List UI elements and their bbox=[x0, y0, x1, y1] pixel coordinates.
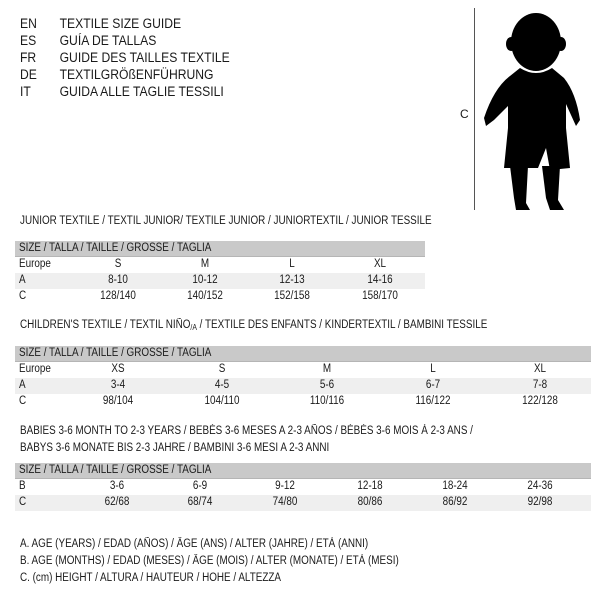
row-label: C bbox=[19, 290, 27, 302]
language-code: IT bbox=[20, 84, 31, 99]
junior-title: JUNIOR TEXTILE / TEXTIL JUNIOR/ TEXTILE … bbox=[20, 215, 432, 227]
table-row: A 3-4 4-5 5-6 6-7 7-8 bbox=[15, 378, 591, 394]
table-cell: M bbox=[200, 258, 210, 270]
table-row: B 3-6 6-9 9-12 12-18 18-24 24-36 bbox=[15, 479, 591, 495]
language-line: EN TEXTILE SIZE GUIDE bbox=[20, 16, 181, 31]
table-cell: 128/140 bbox=[100, 290, 136, 302]
table-cell: 18-24 bbox=[442, 480, 468, 492]
table-cell: 8-10 bbox=[108, 274, 128, 286]
table-cell: 12-13 bbox=[279, 274, 305, 286]
header-label: SIZE / TALLA / TAILLE / GRÖSSE / TAGLIA bbox=[19, 464, 212, 476]
table-row: C 62/68 68/74 74/80 80/86 86/92 92/98 bbox=[15, 495, 591, 511]
language-title: TEXTILE SIZE GUIDE bbox=[59, 16, 182, 31]
table-row: Europe S M L XL bbox=[15, 257, 425, 273]
table-cell: XL bbox=[373, 258, 387, 270]
row-label: A bbox=[19, 379, 26, 391]
table-cell: 14-16 bbox=[367, 274, 393, 286]
child-silhouette-icon bbox=[484, 13, 580, 210]
table-cell: 104/110 bbox=[204, 395, 240, 407]
table-cell: 110/116 bbox=[309, 395, 345, 407]
header-label: SIZE / TALLA / TAILLE / GRÖSSE / TAGLIA bbox=[19, 242, 212, 254]
children-title-sub: /A bbox=[190, 323, 197, 332]
language-title: TEXTILGRÖßENFÜHRUNG bbox=[59, 67, 214, 82]
table-header: SIZE / TALLA / TAILLE / GRÖSSE / TAGLIA bbox=[15, 346, 591, 362]
table-cell: 3-6 bbox=[109, 480, 125, 492]
junior-size-table: SIZE / TALLA / TAILLE / GRÖSSE / TAGLIA E… bbox=[15, 241, 425, 305]
table-cell: S bbox=[114, 258, 122, 270]
language-title: GUIDA ALLE TAGLIE TESSILI bbox=[59, 84, 224, 99]
table-cell: 92/98 bbox=[527, 496, 553, 508]
language-title: GUÍA DE TALLAS bbox=[59, 33, 157, 48]
table-cell: 10-12 bbox=[192, 274, 218, 286]
table-cell: 140/152 bbox=[187, 290, 223, 302]
header-label: SIZE / TALLA / TAILLE / GRÖSSE / TAGLIA bbox=[19, 347, 212, 359]
table-cell: XL bbox=[533, 363, 547, 375]
legend-line: B. AGE (MONTHS) / EDAD (MESES) / ÂGE (MO… bbox=[20, 555, 399, 567]
language-code: DE bbox=[20, 67, 37, 82]
table-cell: 152/158 bbox=[274, 290, 310, 302]
table-cell: 158/170 bbox=[362, 290, 398, 302]
row-label: B bbox=[19, 480, 26, 492]
row-label: A bbox=[19, 274, 26, 286]
table-cell: 74/80 bbox=[272, 496, 298, 508]
children-size-table: SIZE / TALLA / TAILLE / GRÖSSE / TAGLIA E… bbox=[15, 346, 591, 410]
language-code: FR bbox=[20, 50, 37, 65]
table-cell: M bbox=[322, 363, 332, 375]
table-cell: 12-18 bbox=[357, 480, 383, 492]
table-cell: 116/122 bbox=[415, 395, 451, 407]
table-header: SIZE / TALLA / TAILLE / GRÖSSE / TAGLIA bbox=[15, 241, 425, 257]
table-row: C 128/140 140/152 152/158 158/170 bbox=[15, 289, 425, 305]
children-title: CHILDREN'S TEXTILE / TEXTIL NIÑO/A / TEX… bbox=[20, 319, 487, 332]
legend-line: C. (cm) HEIGHT / ALTURA / HAUTEUR / HÖHE… bbox=[20, 572, 282, 584]
height-label: C bbox=[460, 107, 469, 121]
legend-line: A. AGE (YEARS) / EDAD (AÑOS) / ÂGE (ANS)… bbox=[20, 538, 369, 550]
table-row: Europe XS S M L XL bbox=[15, 362, 591, 378]
row-label: Europe bbox=[19, 363, 51, 375]
language-line: IT GUIDA ALLE TAGLIE TESSILI bbox=[20, 84, 224, 99]
table-cell: 5-6 bbox=[319, 379, 335, 391]
table-row: C 98/104 104/110 110/116 116/122 122/128 bbox=[15, 394, 591, 410]
table-cell: 7-8 bbox=[532, 379, 548, 391]
table-row: A 8-10 10-12 12-13 14-16 bbox=[15, 273, 425, 289]
babies-size-table: SIZE / TALLA / TAILLE / GRÖSSE / TAGLIA B… bbox=[15, 463, 591, 511]
table-cell: L bbox=[289, 258, 295, 270]
language-code: EN bbox=[20, 16, 37, 31]
row-label: Europe bbox=[19, 258, 51, 270]
children-title-rest: / TEXTILE DES ENFANTS / KINDERTEXTIL / B… bbox=[196, 319, 488, 331]
babies-title-line1: BABIES 3-6 MONTH TO 2-3 YEARS / BEBÉS 3-… bbox=[20, 425, 473, 437]
table-cell: XS bbox=[111, 363, 125, 375]
table-cell: 6-7 bbox=[425, 379, 441, 391]
children-title-main: CHILDREN'S TEXTILE / TEXTIL NIÑO bbox=[20, 319, 191, 331]
table-cell: 68/74 bbox=[187, 496, 213, 508]
table-cell: 86/92 bbox=[442, 496, 468, 508]
language-title: GUIDE DES TAILLES TEXTILE bbox=[59, 50, 230, 65]
table-cell: 24-36 bbox=[527, 480, 553, 492]
language-line: DE TEXTILGRÖßENFÜHRUNG bbox=[20, 67, 214, 82]
babies-title-line2: BABYS 3-6 MONATE BIS 2-3 JAHRE / BAMBINI… bbox=[20, 442, 330, 454]
table-cell: 122/128 bbox=[522, 395, 558, 407]
height-line bbox=[474, 8, 475, 210]
table-cell: 98/104 bbox=[102, 395, 134, 407]
table-cell: S bbox=[218, 363, 226, 375]
table-cell: 6-9 bbox=[192, 480, 208, 492]
language-code: ES bbox=[20, 33, 37, 48]
table-cell: 9-12 bbox=[275, 480, 295, 492]
table-cell: 80/86 bbox=[357, 496, 383, 508]
row-label: C bbox=[19, 395, 27, 407]
table-cell: 4-5 bbox=[214, 379, 230, 391]
table-cell: L bbox=[430, 363, 436, 375]
language-line: FR GUIDE DES TAILLES TEXTILE bbox=[20, 50, 230, 65]
table-header: SIZE / TALLA / TAILLE / GRÖSSE / TAGLIA bbox=[15, 463, 591, 479]
language-line: ES GUÍA DE TALLAS bbox=[20, 33, 156, 48]
table-cell: 62/68 bbox=[104, 496, 130, 508]
table-cell: 3-4 bbox=[110, 379, 126, 391]
row-label: C bbox=[19, 496, 27, 508]
